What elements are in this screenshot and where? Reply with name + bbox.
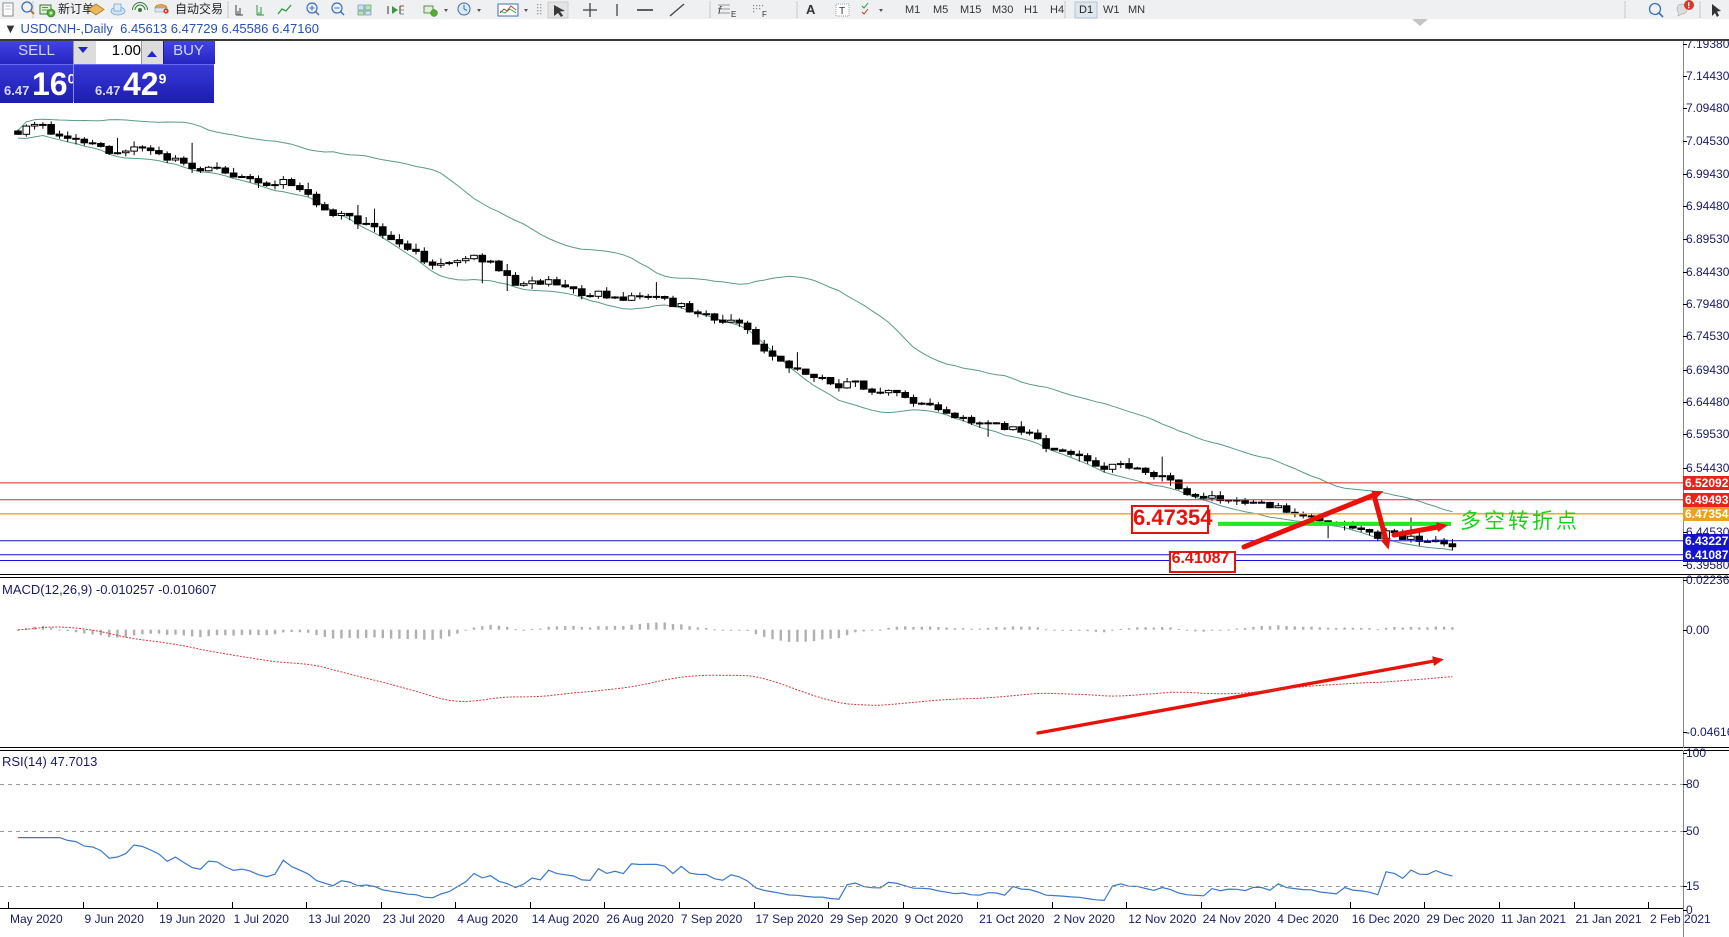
svg-text:T: T [839,6,845,17]
svg-text:自动交易: 自动交易 [175,1,223,16]
svg-text:H1: H1 [1024,4,1038,16]
svg-text:M1: M1 [905,4,920,16]
svg-text:D1: D1 [1079,4,1093,16]
svg-text:F: F [762,10,767,19]
svg-text:E: E [731,10,736,19]
svg-text:H4: H4 [1050,4,1064,16]
svg-text:f: f [718,5,722,17]
svg-text:A: A [806,2,816,17]
svg-text:M5: M5 [933,4,948,16]
svg-text:M30: M30 [992,4,1013,16]
svg-text:M15: M15 [960,4,981,16]
svg-text:MN: MN [1128,4,1145,16]
svg-text:W1: W1 [1103,4,1120,16]
svg-text:新订单: 新订单 [58,1,94,16]
